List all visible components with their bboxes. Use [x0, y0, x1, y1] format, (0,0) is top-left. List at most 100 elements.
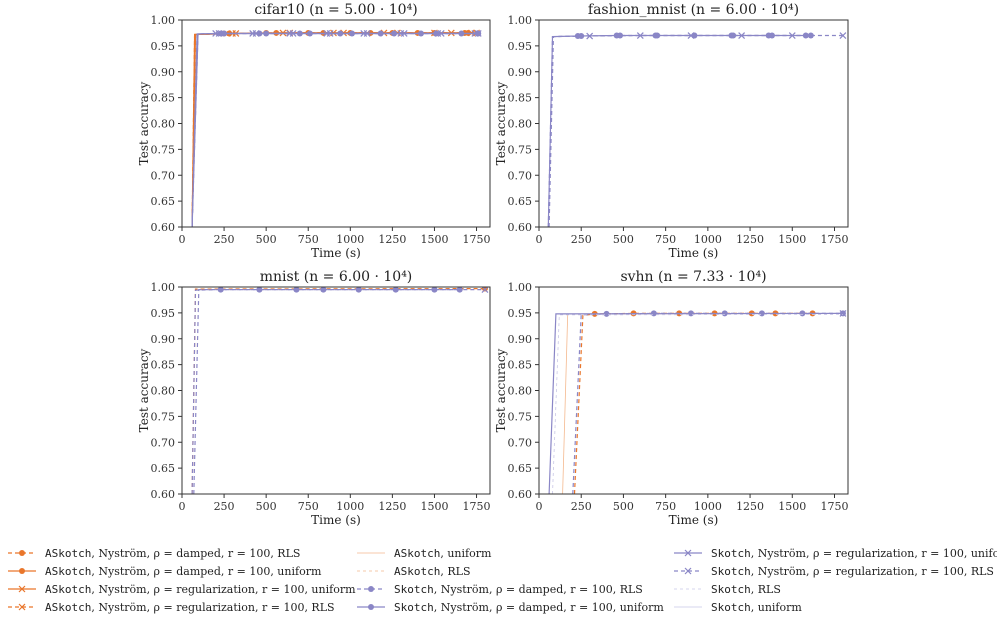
x-tick-label: 1750 — [820, 500, 848, 513]
x-tick-label: 0 — [179, 500, 186, 513]
x-tick-label: 250 — [214, 500, 235, 513]
x-tick-label: 1500 — [420, 500, 448, 513]
chart-panel-3: 0 250 500 750 1000 1250 1500 1750 0.60 0.65 0.70 0.… — [494, 269, 849, 527]
legend-item: Skotch, Nyström, ρ = damped, r = 100, un… — [357, 601, 664, 614]
y-axis-label: Test accuracy — [137, 81, 151, 165]
data-point — [400, 30, 408, 37]
legend-item: ASkotch, RLS — [357, 565, 470, 578]
series-line-2 — [191, 32, 477, 227]
y-tick-label: 0.80 — [508, 385, 533, 398]
y-tick-label: 0.90 — [508, 66, 533, 79]
series-line-2 — [193, 289, 485, 494]
x-tick-label: 250 — [571, 233, 592, 246]
data-point — [788, 32, 796, 39]
x-tick-label: 750 — [298, 500, 319, 513]
y-tick-label: 0.70 — [151, 436, 176, 449]
data-point — [807, 32, 814, 39]
x-tick-label: 1000 — [336, 233, 364, 246]
legend-item: Skotch, uniform — [674, 601, 802, 614]
series-line-1 — [191, 289, 460, 494]
x-tick-label: 1750 — [463, 500, 491, 513]
series-group — [547, 32, 847, 227]
x-tick-label: 1250 — [378, 500, 406, 513]
x-tick-label: 1500 — [420, 233, 448, 246]
data-point — [574, 33, 581, 40]
x-tick-label: 1750 — [463, 233, 491, 246]
y-tick-label: 0.75 — [508, 143, 533, 156]
plot-frame — [181, 286, 491, 495]
legend-label: Skotch, Nyström, ρ = regularization, r =… — [711, 565, 994, 578]
x-tick-label: 750 — [655, 233, 676, 246]
y-tick-label: 0.65 — [508, 462, 533, 475]
x-axis-label: Time (s) — [311, 246, 361, 260]
y-tick-label: 0.60 — [151, 221, 176, 234]
y-tick-label: 0.95 — [151, 40, 176, 53]
y-axis-label: Test accuracy — [494, 81, 508, 165]
y-tick-label: 0.95 — [508, 307, 533, 320]
series-line-6 — [191, 32, 475, 227]
legend-item: Skotch, Nyström, ρ = regularization, r =… — [674, 565, 994, 578]
plot-frame — [181, 19, 491, 228]
x-tick-label: 1750 — [820, 233, 848, 246]
legend-item: ASkotch, Nyström, ρ = damped, r = 100, R… — [8, 547, 300, 560]
series-line-0 — [191, 288, 486, 494]
y-tick-label: 0.75 — [508, 410, 533, 423]
legend-label: Skotch, uniform — [711, 601, 802, 614]
y-tick-label: 0.90 — [151, 333, 176, 346]
legend-marker — [18, 585, 26, 593]
legend-item: Skotch, Nyström, ρ = damped, r = 100, RL… — [357, 583, 643, 596]
x-tick-label: 0 — [536, 233, 543, 246]
data-point — [437, 30, 445, 37]
legend-label: ASkotch, Nyström, ρ = damped, r = 100, R… — [45, 547, 300, 560]
y-tick-label: 0.90 — [151, 66, 176, 79]
data-point — [481, 287, 489, 294]
legend-marker — [684, 549, 692, 557]
y-tick-label: 0.70 — [508, 169, 533, 182]
x-tick-label: 1250 — [736, 233, 764, 246]
x-tick-label: 1000 — [336, 500, 364, 513]
x-axis-label: Time (s) — [669, 246, 719, 260]
legend-label: ASkotch, uniform — [394, 547, 492, 560]
x-tick-label: 500 — [613, 233, 634, 246]
x-tick-label: 1500 — [778, 233, 806, 246]
x-tick-label: 1500 — [778, 500, 806, 513]
data-point — [738, 32, 746, 39]
y-tick-label: 0.70 — [151, 169, 176, 182]
panel-title: cifar10 (n = 5.00 · 10⁴) — [254, 2, 417, 18]
y-tick-label: 0.95 — [508, 40, 533, 53]
y-tick-label: 0.60 — [151, 488, 176, 501]
x-tick-label: 750 — [298, 233, 319, 246]
series-line-0 — [573, 312, 813, 494]
series-line-4 — [552, 314, 843, 494]
y-tick-label: 0.65 — [508, 195, 533, 208]
legend-item: ASkotch, Nyström, ρ = regularization, r … — [8, 583, 356, 596]
data-point — [481, 287, 488, 292]
legend-label: ASkotch, Nyström, ρ = regularization, r … — [45, 583, 356, 596]
legend-label: ASkotch, Nyström, ρ = damped, r = 100, u… — [45, 565, 322, 578]
y-tick-label: 0.85 — [151, 92, 176, 105]
data-point — [215, 30, 223, 37]
series-line-1 — [547, 34, 811, 227]
x-tick-label: 500 — [256, 233, 277, 246]
y-tick-label: 1.00 — [151, 281, 176, 294]
legend-label: ASkotch, Nyström, ρ = regularization, r … — [45, 601, 335, 614]
data-point — [687, 32, 695, 39]
data-point — [252, 30, 260, 37]
y-tick-label: 0.85 — [151, 359, 176, 372]
y-tick-label: 0.65 — [151, 462, 176, 475]
data-point — [256, 287, 263, 293]
x-tick-label: 0 — [536, 500, 543, 513]
series-group — [548, 309, 847, 494]
y-tick-label: 0.90 — [508, 333, 533, 346]
legend-item: ASkotch, uniform — [357, 547, 492, 560]
legend-label: Skotch, Nyström, ρ = damped, r = 100, RL… — [394, 583, 643, 596]
y-tick-label: 0.60 — [508, 488, 533, 501]
series-line-0 — [547, 34, 806, 227]
y-tick-label: 0.60 — [508, 221, 533, 234]
plot-frame — [538, 19, 849, 228]
panel-title: fashion_mnist (n = 6.00 · 10⁴) — [588, 2, 799, 18]
plot-frame — [538, 286, 849, 495]
y-tick-label: 1.00 — [151, 14, 176, 27]
x-tick-label: 1250 — [736, 500, 764, 513]
